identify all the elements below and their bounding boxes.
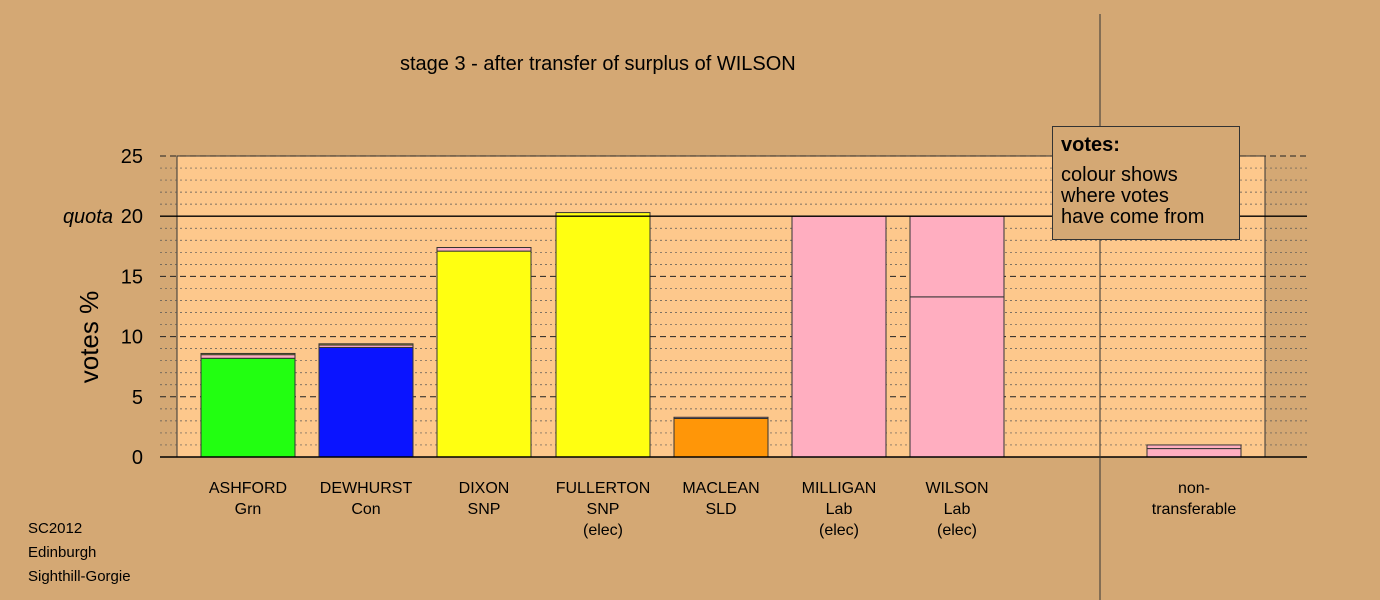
- y-tick-label: 15: [121, 266, 143, 288]
- bar-segment: [1146, 444, 1242, 450]
- category-label: (elec): [937, 522, 977, 539]
- bar-segment: [318, 343, 414, 346]
- bar-segment: [200, 357, 296, 458]
- category-label: MACLEAN: [682, 480, 759, 497]
- category-label: ASHFORD: [209, 480, 287, 497]
- category-label: Lab: [826, 501, 853, 518]
- category-label: SNP: [468, 501, 501, 518]
- legend-title: votes:: [1061, 134, 1120, 156]
- category-label: WILSON: [925, 480, 988, 497]
- y-tick-label: 0: [132, 447, 143, 469]
- bar-segment: [909, 296, 1005, 458]
- bar-segment: [436, 247, 532, 252]
- legend-line: where votes: [1061, 185, 1169, 207]
- bar-segment: [200, 354, 296, 359]
- chart-title: stage 3 - after transfer of surplus of W…: [400, 53, 796, 75]
- y-tick-label: 5: [132, 387, 143, 409]
- category-label: SLD: [705, 501, 736, 518]
- category-label: (elec): [819, 522, 859, 539]
- bar-segment: [791, 215, 887, 458]
- bar-segment: [318, 346, 414, 458]
- category-label: (elec): [583, 522, 623, 539]
- y-axis-label: votes %: [74, 291, 104, 384]
- category-label: Con: [351, 501, 380, 518]
- category-label: FULLERTON: [556, 480, 651, 497]
- category-label: DEWHURST: [320, 480, 413, 497]
- bar-segment: [436, 250, 532, 458]
- bar-segment: [909, 215, 1005, 298]
- y-tick-label: 20: [121, 206, 143, 228]
- bar-segment: [555, 212, 651, 458]
- bar-segment: [1146, 448, 1242, 458]
- legend-box: votes: colour shows where votes have com…: [1052, 126, 1240, 240]
- quota-label: quota: [63, 206, 113, 228]
- category-label: DIXON: [459, 480, 510, 497]
- category-label: Lab: [944, 501, 971, 518]
- category-label: transferable: [1152, 501, 1237, 518]
- y-tick-label: 25: [121, 146, 143, 168]
- bar-segment: [673, 417, 769, 458]
- category-label: non-: [1178, 480, 1210, 497]
- footer-election: SC2012: [28, 520, 83, 537]
- category-label: SNP: [587, 501, 620, 518]
- bar-segment: [200, 352, 296, 356]
- category-label: Grn: [235, 501, 262, 518]
- footer-council: Edinburgh: [28, 544, 97, 561]
- y-tick-label: 10: [121, 327, 143, 349]
- bar-segment: [673, 416, 769, 419]
- legend-line: colour shows: [1061, 164, 1178, 186]
- legend-line: have come from: [1061, 206, 1205, 228]
- category-label: MILLIGAN: [802, 480, 877, 497]
- footer-ward: Sighthill-Gorgie: [28, 568, 131, 585]
